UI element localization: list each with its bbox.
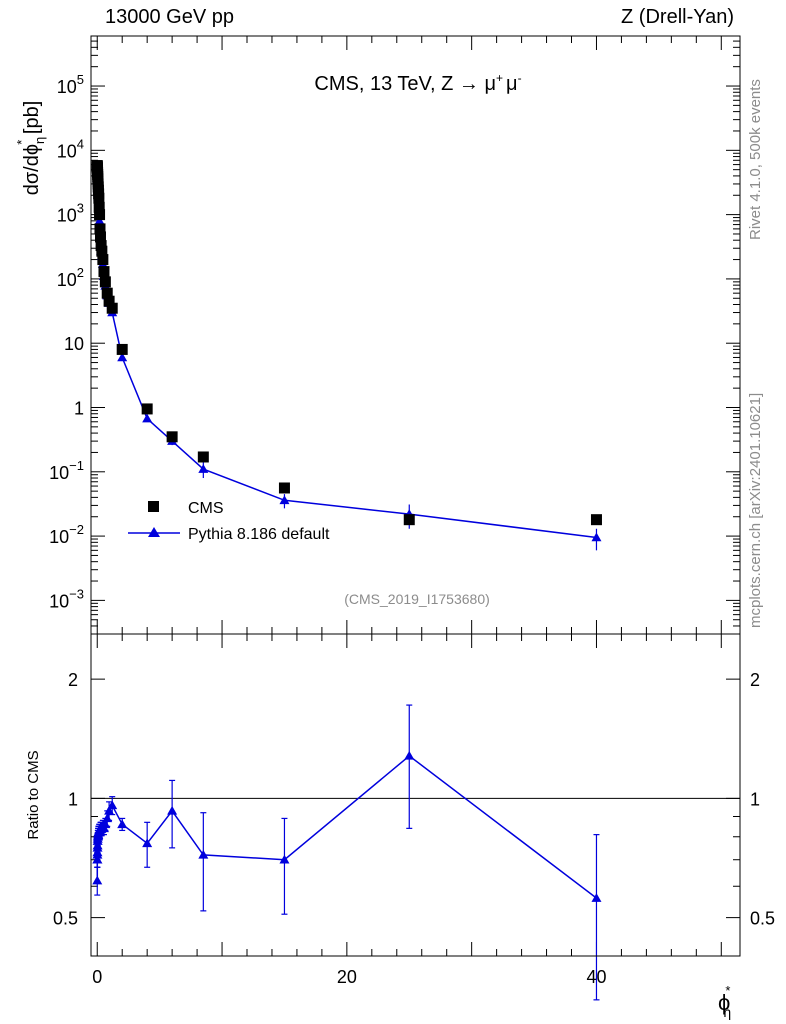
pythia-point — [142, 413, 153, 423]
main-y-tick-labels: 10−3 10−2 10−1 1 10 102 103 104 105 — [49, 72, 84, 611]
cms-point — [93, 192, 105, 204]
cms-point — [93, 201, 105, 213]
main-y-axis-label: dσ/dϕη* [pb] — [14, 101, 47, 196]
ratio-point — [279, 854, 290, 864]
cms-point — [94, 209, 106, 221]
ratio-y-tick-labels: 0.5 0.5 1 1 2 2 — [53, 670, 775, 928]
ratio-y-tick-label-left: 1 — [68, 789, 78, 809]
ratio-y-tick-label-right: 1 — [750, 789, 760, 809]
main-title: CMS, 13 TeV, Z → μ+ μ- — [314, 71, 521, 95]
ratio-panel-frame — [90, 633, 741, 957]
header-right: Z (Drell-Yan) — [621, 6, 734, 28]
cms-point — [166, 431, 178, 443]
legend-label-cms: CMS — [188, 500, 224, 517]
cms-point — [590, 514, 602, 526]
pythia-point — [591, 532, 602, 542]
cms-point — [99, 276, 111, 288]
cms-point — [106, 302, 118, 314]
cms-point — [141, 403, 153, 415]
ratio-axis-ticks — [91, 634, 740, 957]
ratio-point — [104, 805, 115, 815]
cms-point — [103, 295, 115, 307]
legend: CMS Pythia 8.186 default — [128, 500, 330, 543]
pythia-line — [96, 178, 597, 539]
cms-point — [101, 287, 113, 299]
cms-point — [98, 266, 110, 278]
ratio-point — [167, 805, 178, 815]
legend-marker-cms — [148, 501, 159, 512]
cms-point — [95, 240, 107, 252]
cms-point — [94, 231, 106, 243]
cms-point — [96, 245, 108, 257]
main-panel-frame — [90, 35, 741, 635]
pythia-series — [92, 173, 602, 551]
cms-point — [197, 451, 209, 463]
ratio-series — [92, 704, 602, 1001]
ratio-point — [117, 819, 128, 829]
cms-point — [94, 223, 106, 235]
main-y-tick-label: 10−2 — [49, 522, 84, 547]
pythia-point — [279, 495, 290, 505]
ratio-x-tick-label: 0 — [92, 967, 102, 987]
ratio-x-tick-label: 20 — [337, 967, 357, 987]
cms-point — [403, 514, 415, 526]
main-y-tick-label: 103 — [57, 201, 84, 226]
main-y-tick-label: 1 — [74, 399, 84, 419]
pythia-point — [198, 464, 209, 473]
ratio-y-tick-label-left: 2 — [68, 670, 78, 690]
ratio-y-tick-label-right: 0.5 — [750, 909, 775, 929]
ratio-y-tick-label-right: 2 — [750, 670, 760, 690]
main-y-tick-label: 10−1 — [49, 458, 84, 483]
cms-point — [97, 254, 109, 266]
main-axis-ticks — [91, 35, 740, 635]
header-left: 13000 GeV pp — [105, 6, 234, 28]
ratio-point — [198, 849, 209, 859]
main-y-tick-label: 10 — [64, 334, 84, 354]
watermark: (CMS_2019_I1753680) — [344, 591, 490, 607]
ratio-point — [591, 893, 602, 902]
pythia-point — [117, 352, 128, 362]
ratio-y-tick-label-left: 0.5 — [53, 909, 78, 929]
pythia-point — [94, 215, 105, 225]
legend-label-pythia: Pythia 8.186 default — [188, 526, 330, 543]
main-y-tick-label: 105 — [57, 72, 84, 97]
main-y-tick-label: 104 — [57, 136, 84, 161]
ratio-point — [92, 875, 103, 885]
ratio-x-tick-labels: 0 20 40 — [92, 967, 606, 987]
main-y-tick-label: 102 — [57, 265, 84, 290]
main-y-tick-label: 10−3 — [49, 586, 84, 611]
ratio-point — [404, 750, 415, 760]
cms-point — [116, 343, 128, 355]
cms-point — [278, 482, 290, 494]
ratio-y-axis-label: Ratio to CMS — [25, 750, 42, 839]
legend-marker-pythia — [148, 527, 160, 537]
ratio-x-axis-label: ϕ* η — [718, 983, 731, 1020]
ratio-point — [142, 838, 153, 848]
ratio-point — [107, 800, 118, 810]
cms-series — [91, 160, 602, 526]
